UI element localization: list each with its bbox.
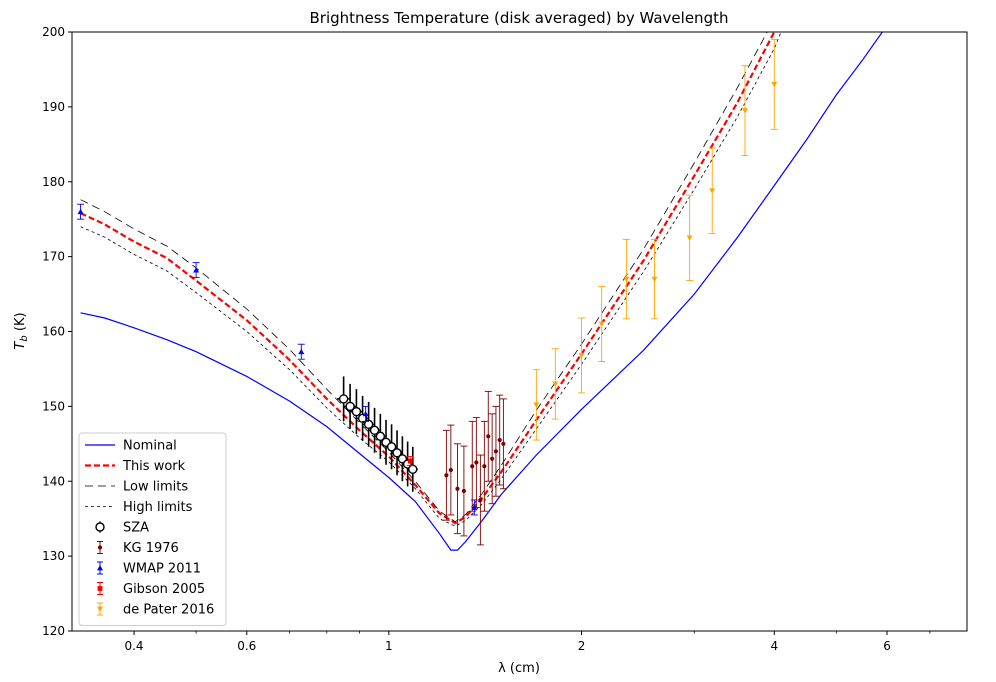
- sza-point: [351, 406, 362, 417]
- kg-1976-point: [478, 497, 483, 503]
- y-tick-label: 120: [42, 624, 65, 638]
- kg-1976-point: [490, 456, 495, 461]
- y-axis-label-unit: (K): [13, 312, 28, 335]
- legend-item-sza: SZA: [95, 521, 149, 536]
- series-points-wmap-2011: [77, 203, 478, 516]
- y-axis-label-symbol: T: [13, 341, 28, 350]
- series-line-nominal: [80, 32, 883, 551]
- y-tick-label: 160: [42, 325, 65, 339]
- kg-1976-point: [486, 434, 491, 439]
- series-line-low-limits: [80, 32, 768, 523]
- legend-swatch-de-pater-2016: [97, 606, 103, 612]
- sza-point: [392, 448, 402, 458]
- y-tick-label: 170: [42, 250, 65, 264]
- y-tick-label: 150: [42, 399, 65, 413]
- axes: 120 130 140 150 160 170 180 190 200 0.4 0.6 1 2 4 6: [42, 25, 931, 653]
- legend-label-low-limits: Low limits: [123, 480, 188, 495]
- x-tick-label: 1: [385, 639, 393, 653]
- y-axis-label-subscript: b: [19, 335, 30, 341]
- legend-swatch-gibson-2005: [97, 586, 103, 591]
- de-pater-2016-point: [709, 188, 716, 194]
- wmap-2011-point: [471, 504, 478, 510]
- sza-point: [386, 442, 397, 452]
- wmap-2011-point: [193, 267, 200, 273]
- legend: Nominal This work Low limits High limits SZA…: [78, 432, 227, 626]
- kg-1976-point: [474, 460, 479, 465]
- legend-label-kg-1976: KG 1976: [123, 541, 179, 556]
- wmap-2011-point: [362, 410, 369, 417]
- sza-point: [363, 419, 374, 430]
- y-tick-label: 200: [42, 25, 65, 39]
- legend-label-gibson-2005: Gibson 2005: [123, 582, 205, 597]
- plot-series-group: [77, 32, 883, 551]
- kg-1976-point: [493, 449, 499, 454]
- legend-label-sza: SZA: [123, 521, 149, 536]
- legend-item-de-pater-2016: de Pater 2016: [97, 602, 214, 618]
- kg-1976-point: [482, 464, 487, 469]
- legend-swatch-kg-1976: [97, 545, 103, 550]
- sza-point: [345, 401, 355, 412]
- series-line-high-limits: [80, 32, 782, 527]
- kg-1976-point: [501, 441, 506, 446]
- de-pater-2016-point: [623, 276, 630, 283]
- legend-item-wmap-2011: WMAP 2011: [97, 561, 201, 577]
- legend-swatch-sza: [95, 522, 105, 532]
- de-pater-2016-point: [771, 82, 778, 88]
- series-points-sza: [337, 376, 418, 492]
- legend-item-high-limits: High limits: [85, 500, 193, 515]
- de-pater-2016-point: [552, 381, 559, 387]
- series-points-kg-1976: [442, 390, 507, 546]
- y-tick-label: 180: [42, 175, 65, 189]
- sza-point: [357, 413, 368, 424]
- legend-swatch-wmap-2011: [97, 565, 103, 571]
- legend-label-de-pater-2016: de Pater 2016: [123, 603, 214, 618]
- legend-item-gibson-2005: Gibson 2005: [97, 582, 205, 597]
- x-tick-label: 0.4: [124, 639, 143, 653]
- series-points-gibson-2005: [406, 456, 414, 466]
- de-pater-2016-point: [578, 353, 585, 359]
- legend-label-this-work: This work: [122, 459, 186, 474]
- y-tick-label: 190: [42, 100, 65, 114]
- kg-1976-point: [455, 486, 460, 491]
- kg-1976-point: [448, 467, 453, 473]
- x-axis-label: λ (cm): [498, 661, 540, 676]
- legend-item-nominal: Nominal: [85, 439, 177, 454]
- plot-area: [77, 32, 883, 551]
- x-tick-label: 2: [578, 639, 586, 653]
- chart-title: Brightness Temperature (disk averaged) b…: [310, 9, 729, 27]
- x-tick-label: 6: [883, 639, 891, 653]
- de-pater-2016-point: [598, 321, 605, 328]
- legend-item-low-limits: Low limits: [85, 480, 188, 495]
- x-tick-label: 0.6: [237, 639, 256, 653]
- y-tick-label: 130: [42, 549, 65, 563]
- y-tick-label: 140: [42, 474, 65, 488]
- sza-point: [408, 464, 418, 474]
- gibson-2005-point: [407, 458, 413, 464]
- de-pater-2016-point: [533, 402, 540, 408]
- legend-box: [78, 432, 227, 626]
- de-pater-2016-point: [686, 235, 693, 241]
- legend-label-nominal: Nominal: [123, 439, 177, 454]
- legend-label-wmap-2011: WMAP 2011: [123, 562, 201, 577]
- wmap-2011-point: [298, 348, 305, 355]
- sza-point: [338, 394, 349, 404]
- sza-point: [369, 425, 380, 436]
- de-pater-2016-point: [741, 108, 748, 114]
- kg-1976-point: [497, 437, 502, 443]
- series-line-this-work: [80, 32, 776, 525]
- sza-point: [375, 431, 386, 442]
- legend-item-kg-1976: KG 1976: [97, 541, 179, 556]
- kg-1976-point: [470, 464, 475, 469]
- kg-1976-point: [461, 488, 466, 494]
- wmap-2011-point: [77, 208, 84, 215]
- x-tick-label: 4: [770, 639, 778, 653]
- kg-1976-point: [444, 473, 449, 478]
- series-points-de-pater-2016: [532, 39, 778, 441]
- legend-label-high-limits: High limits: [123, 500, 193, 515]
- de-pater-2016-point: [651, 276, 658, 283]
- legend-item-this-work: This work: [85, 459, 186, 474]
- y-axis-label: Tb (K): [13, 312, 30, 349]
